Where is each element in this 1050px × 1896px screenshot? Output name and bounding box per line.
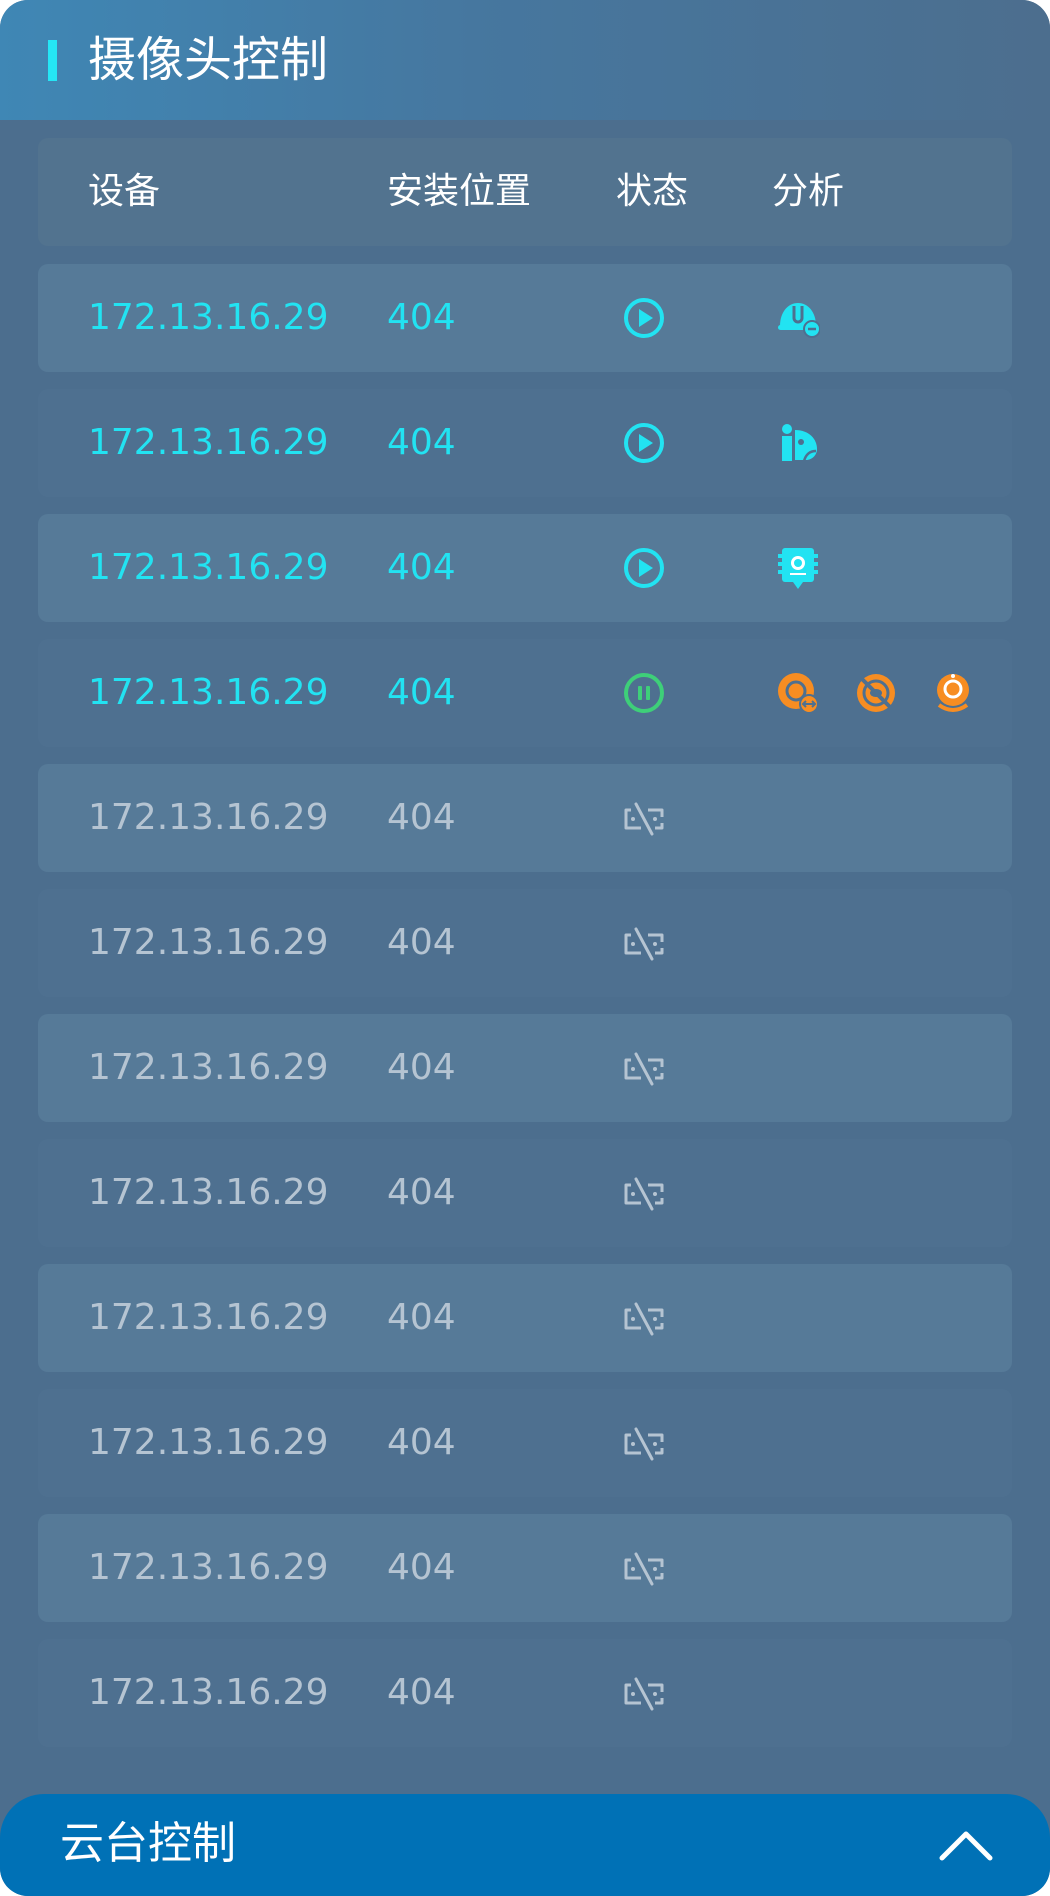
camera-blocked-icon[interactable] [854, 671, 898, 715]
chevron-up-icon[interactable] [936, 1822, 996, 1866]
install-location: 404 [387, 297, 456, 338]
install-location: 404 [387, 1297, 456, 1338]
table-row[interactable]: 172.13.16.29 404 [38, 1014, 1012, 1122]
ptz-control-bar[interactable]: 云台控制 [0, 1794, 1050, 1896]
table-row[interactable]: 172.13.16.29 404 [38, 1639, 1012, 1747]
install-location: 404 [387, 797, 456, 838]
table-header: 设备 安装位置 状态 分析 [38, 138, 1012, 246]
disconnected-icon[interactable] [622, 1171, 666, 1215]
install-location: 404 [387, 1047, 456, 1088]
device-ip: 172.13.16.29 [88, 1047, 329, 1088]
device-ip: 172.13.16.29 [88, 1422, 329, 1463]
device-ip: 172.13.16.29 [88, 672, 329, 713]
table-row[interactable]: 172.13.16.29 404 [38, 514, 1012, 622]
table-row[interactable]: 172.13.16.29 404 [38, 639, 1012, 747]
device-ip: 172.13.16.29 [88, 1547, 329, 1588]
install-location: 404 [387, 672, 456, 713]
device-ip: 172.13.16.29 [88, 297, 329, 338]
install-location: 404 [387, 547, 456, 588]
panel-header: 摄像头控制 [0, 0, 1050, 120]
device-ip: 172.13.16.29 [88, 547, 329, 588]
column-header-device: 设备 [88, 171, 161, 212]
play-status-icon[interactable] [622, 296, 666, 340]
person-intrusion-icon[interactable] [776, 421, 820, 465]
helmet-alert-icon[interactable] [776, 296, 820, 340]
column-header-location: 安装位置 [387, 171, 532, 212]
column-header-status: 状态 [616, 171, 689, 212]
table-row[interactable]: 172.13.16.29 404 [38, 1264, 1012, 1372]
table-row[interactable]: 172.13.16.29 404 [38, 1514, 1012, 1622]
install-location: 404 [387, 1172, 456, 1213]
install-location: 404 [387, 1672, 456, 1713]
face-capture-icon[interactable] [776, 546, 820, 590]
device-ip: 172.13.16.29 [88, 1297, 329, 1338]
play-status-icon[interactable] [622, 421, 666, 465]
disconnected-icon[interactable] [622, 1671, 666, 1715]
table-row[interactable]: 172.13.16.29 404 [38, 264, 1012, 372]
column-header-analysis: 分析 [772, 171, 845, 212]
device-ip: 172.13.16.29 [88, 422, 329, 463]
table-row[interactable]: 172.13.16.29 404 [38, 889, 1012, 997]
table-row[interactable]: 172.13.16.29 404 [38, 764, 1012, 872]
device-ip: 172.13.16.29 [88, 1672, 329, 1713]
play-status-icon[interactable] [622, 546, 666, 590]
ptz-control-title: 云台控制 [60, 1818, 236, 1869]
device-ip: 172.13.16.29 [88, 1172, 329, 1213]
device-ip: 172.13.16.29 [88, 922, 329, 963]
table-row[interactable]: 172.13.16.29 404 [38, 1139, 1012, 1247]
webcam-icon[interactable] [931, 671, 975, 715]
pause-status-icon[interactable] [622, 671, 666, 715]
table-row[interactable]: 172.13.16.29 404 [38, 1389, 1012, 1497]
install-location: 404 [387, 922, 456, 963]
disconnected-icon[interactable] [622, 1421, 666, 1465]
camera-swap-icon[interactable] [776, 671, 820, 715]
disconnected-icon[interactable] [622, 1046, 666, 1090]
disconnected-icon[interactable] [622, 921, 666, 965]
device-ip: 172.13.16.29 [88, 797, 329, 838]
install-location: 404 [387, 1547, 456, 1588]
disconnected-icon[interactable] [622, 1546, 666, 1590]
disconnected-icon[interactable] [622, 796, 666, 840]
header-accent-bar [48, 40, 57, 81]
disconnected-icon[interactable] [622, 1296, 666, 1340]
install-location: 404 [387, 422, 456, 463]
install-location: 404 [387, 1422, 456, 1463]
panel-title: 摄像头控制 [88, 32, 329, 88]
table-row[interactable]: 172.13.16.29 404 [38, 389, 1012, 497]
